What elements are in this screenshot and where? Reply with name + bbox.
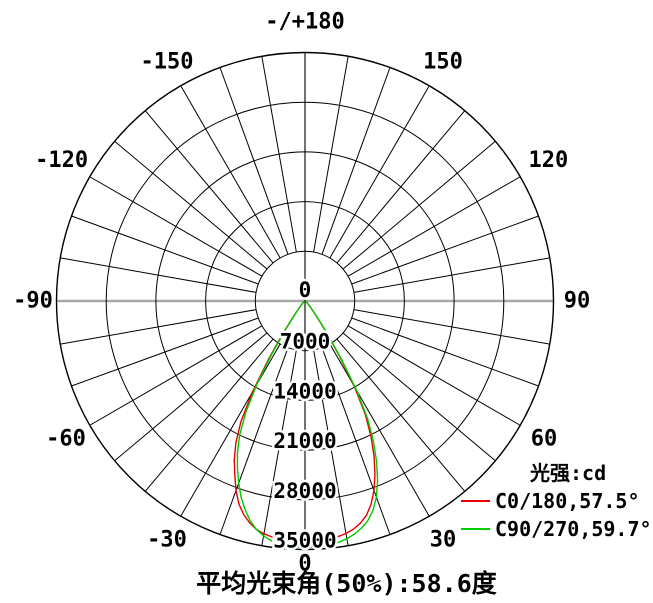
grid-spokes (60, 56, 550, 546)
legend: 光强:cd C0/180,57.5° C90/270,59.7° (461, 459, 652, 543)
radial-tick-7000: 7000 (280, 330, 331, 354)
legend-title: 光强:cd (530, 461, 607, 485)
legend-label-c90: C90/270,59.7° (495, 517, 652, 541)
radial-tick-0: 0 (299, 278, 312, 302)
angle-label--90: -90 (13, 289, 53, 314)
angle-label-0: 0 (298, 552, 311, 577)
grid-rings (55, 51, 555, 551)
angle-label--120: -120 (35, 148, 88, 173)
angle-label--150: -150 (141, 50, 194, 75)
angle-label-30: 30 (430, 528, 457, 553)
radial-tick-21000: 21000 (273, 429, 336, 453)
legend-line-c0-icon (461, 500, 490, 502)
radial-tick-14000: 14000 (273, 379, 336, 403)
curve-C90-270 (236, 300, 379, 548)
angle-label-60: 60 (531, 427, 558, 452)
radial-tick-28000: 28000 (273, 479, 336, 503)
angle-label-90: 90 (564, 289, 591, 314)
angle-label-180: -/+180 (265, 10, 344, 35)
angle-labels: -/+180 150 120 90 60 30 0 -30 -60 -90 -120 -150 (13, 10, 590, 577)
legend-item-c90: C90/270,59.7° (461, 515, 652, 543)
average-beam-angle-text: 平均光束角(50%):58.6度 (196, 569, 497, 598)
angle-label--30: -30 (147, 528, 187, 553)
legend-line-c90-icon (461, 528, 490, 530)
angle-label-150: 150 (423, 50, 463, 75)
legend-item-c0: C0/180,57.5° (461, 487, 652, 515)
legend-label-c0: C0/180,57.5° (495, 489, 640, 513)
series-curves (233, 300, 379, 548)
radial-tick-35000: 35000 (273, 529, 336, 553)
angle-label-120: 120 (529, 148, 569, 173)
radial-tick-labels: 0 7000 14000 21000 28000 35000 (271, 276, 339, 556)
angle-label--60: -60 (46, 427, 86, 452)
